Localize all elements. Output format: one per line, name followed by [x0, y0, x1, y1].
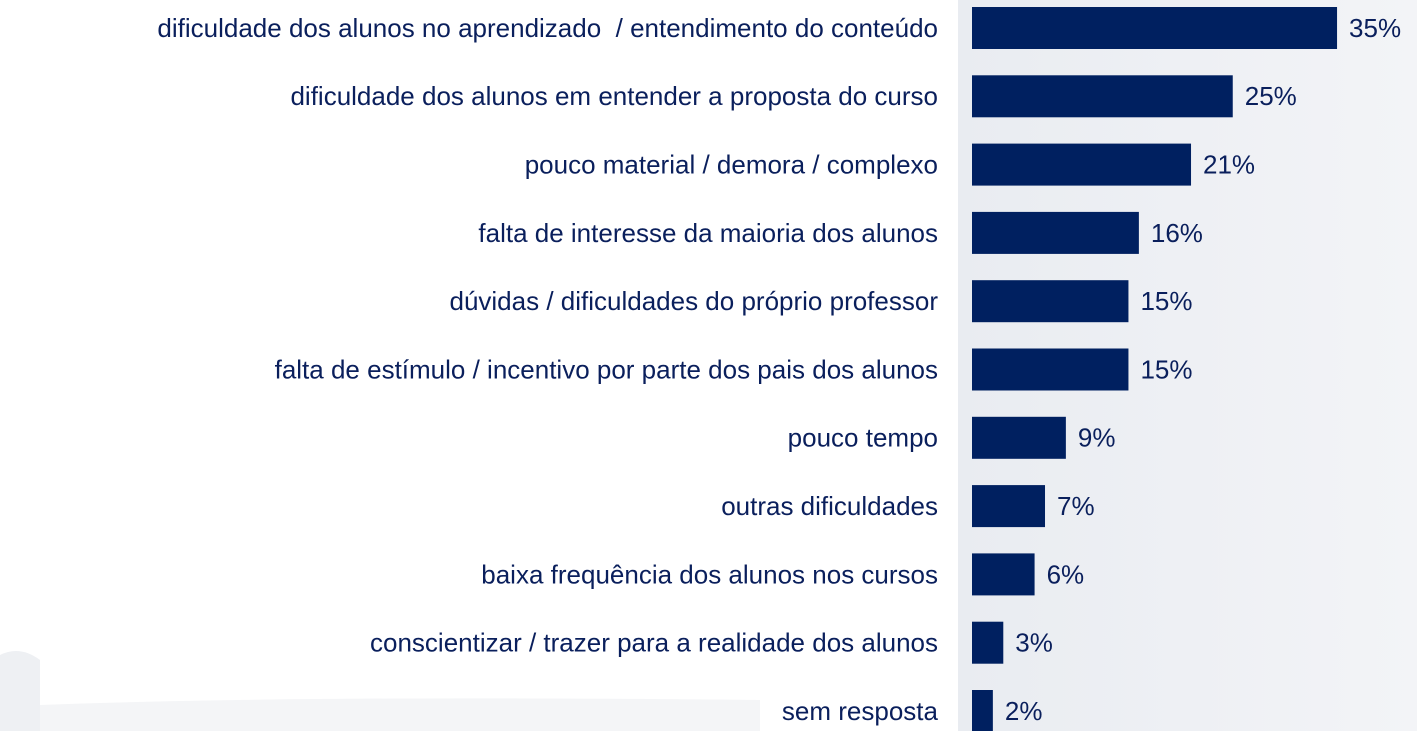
value-label: 7% — [1057, 491, 1095, 521]
value-label: 3% — [1015, 628, 1053, 658]
value-label: 9% — [1078, 423, 1116, 453]
category-label: conscientizar / trazer para a realidade … — [370, 628, 938, 658]
bar — [972, 553, 1035, 596]
value-label: 35% — [1349, 13, 1401, 43]
category-label: dúvidas / dificuldades do próprio profes… — [449, 286, 938, 316]
bar — [972, 485, 1046, 528]
bar — [972, 211, 1139, 254]
category-label: dificuldade dos alunos no aprendizado / … — [157, 13, 938, 43]
value-label: 21% — [1203, 149, 1255, 179]
bar — [972, 280, 1129, 323]
bar — [972, 7, 1338, 49]
bar — [972, 621, 1004, 664]
background-shape — [0, 651, 40, 731]
category-label: falta de interesse da maioria dos alunos — [478, 218, 938, 248]
bar — [972, 348, 1129, 391]
bar — [972, 690, 993, 731]
value-label: 25% — [1245, 81, 1297, 111]
background-shape — [40, 698, 760, 731]
value-label: 15% — [1140, 354, 1192, 384]
bar — [972, 416, 1066, 459]
category-label: sem resposta — [782, 696, 939, 726]
value-label: 16% — [1151, 218, 1203, 248]
value-label: 2% — [1005, 696, 1043, 726]
bar — [972, 75, 1233, 118]
category-label: pouco material / demora / complexo — [525, 149, 938, 179]
category-label: dificuldade dos alunos em entender a pro… — [290, 81, 938, 111]
bar — [972, 143, 1192, 186]
category-label: falta de estímulo / incentivo por parte … — [275, 354, 938, 384]
category-label: baixa frequência dos alunos nos cursos — [481, 559, 938, 589]
value-label: 6% — [1047, 559, 1085, 589]
value-label: 15% — [1140, 286, 1192, 316]
category-label: outras dificuldades — [721, 491, 938, 521]
category-label: pouco tempo — [788, 423, 938, 453]
